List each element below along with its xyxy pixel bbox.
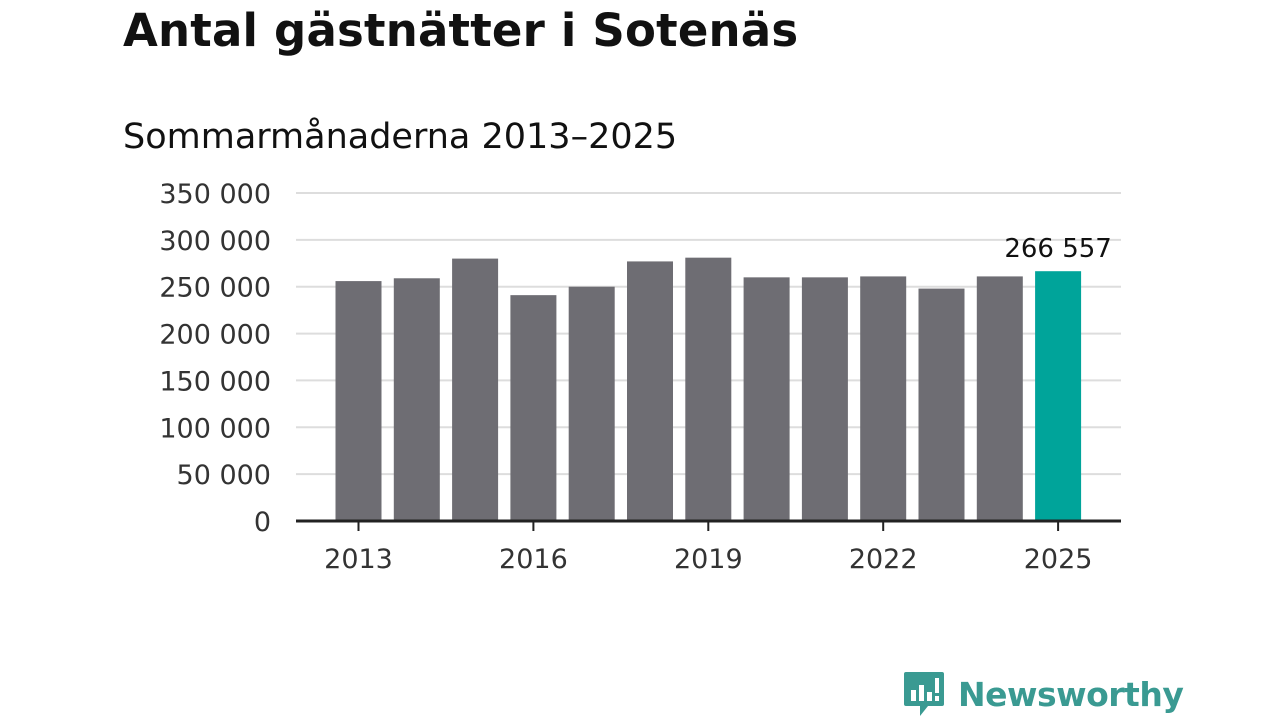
bar-2022 <box>860 276 907 521</box>
y-tick-label: 150 000 <box>159 366 271 397</box>
y-tick-label: 100 000 <box>159 413 271 444</box>
bar-2019 <box>685 257 732 521</box>
x-tick-label: 2013 <box>324 544 393 575</box>
bar-2015 <box>452 258 499 521</box>
newsworthy-chart-bubble-icon <box>904 672 944 716</box>
bar-2024 <box>976 276 1023 521</box>
x-tick-label: 2019 <box>674 544 743 575</box>
bar-2021 <box>801 277 848 521</box>
bar-2020 <box>743 277 790 521</box>
y-tick-label: 250 000 <box>159 273 271 304</box>
brand-logo: Newsworthy <box>902 670 1184 718</box>
bar-2025 <box>1035 271 1082 521</box>
y-tick-label: 0 <box>254 507 271 538</box>
x-tick-label: 2016 <box>499 544 568 575</box>
chart-title: Antal gästnätter i Sotenäs <box>123 4 799 57</box>
x-tick-label: 2022 <box>849 544 918 575</box>
y-tick-label: 300 000 <box>159 226 271 257</box>
brand-name: Newsworthy <box>958 674 1184 714</box>
bar-2017 <box>568 286 615 521</box>
x-tick-label: 2025 <box>1024 544 1093 575</box>
bar-2016 <box>510 295 557 521</box>
bar-2014 <box>393 278 440 521</box>
bar-2018 <box>627 261 673 521</box>
y-tick-label: 200 000 <box>159 320 271 351</box>
bar-2013 <box>335 281 382 521</box>
bar-2023 <box>918 288 965 521</box>
bar-value-label: 266 557 <box>1004 234 1112 264</box>
y-tick-label: 50 000 <box>177 460 271 491</box>
y-tick-label: 350 000 <box>159 179 271 210</box>
chart-subtitle: Sommarmånaderna 2013–2025 <box>123 117 678 157</box>
